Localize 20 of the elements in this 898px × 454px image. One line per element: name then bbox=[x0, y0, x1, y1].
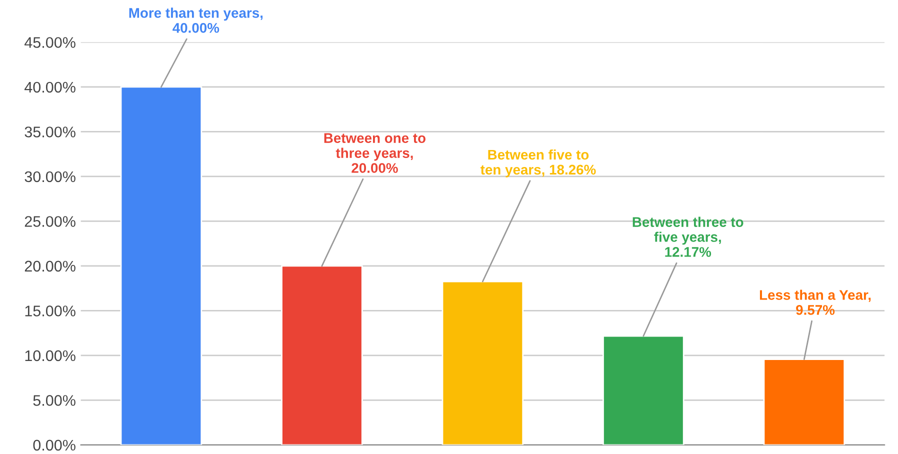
y-tick-label: 40.00% bbox=[24, 82, 76, 93]
bar bbox=[602, 335, 684, 445]
bar bbox=[120, 86, 202, 445]
y-tick-label: 15.00% bbox=[25, 306, 76, 316]
data-label: Less than a Year, 9.57% bbox=[760, 290, 871, 315]
data-label: Between three to five years, 12.17% bbox=[632, 216, 744, 257]
bar bbox=[763, 358, 846, 445]
y-tick-label: 45.00% bbox=[24, 37, 76, 48]
y-tick-label: 5.00% bbox=[33, 395, 76, 406]
data-label: More than ten years, 40.00% bbox=[129, 8, 263, 33]
y-tick-label: 0.00% bbox=[33, 440, 76, 451]
y-tick-label: 10.00% bbox=[25, 350, 76, 362]
y-tick-label: 35.00% bbox=[24, 126, 76, 138]
y-tick-label: 20.00% bbox=[24, 260, 76, 272]
y-tick-label: 25.00% bbox=[24, 216, 76, 227]
data-label: Between five to ten years, 18.26% bbox=[480, 149, 596, 178]
bar bbox=[442, 280, 524, 445]
y-tick-label: 30.00% bbox=[24, 171, 76, 182]
bar bbox=[281, 265, 363, 445]
data-label: Between one to three years, 20.00% bbox=[324, 133, 426, 173]
